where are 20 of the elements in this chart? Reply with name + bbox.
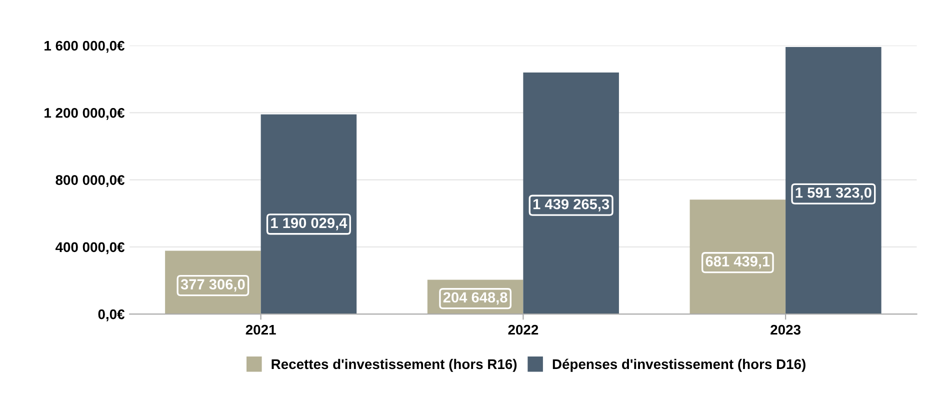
x-tick-label: 2021 — [246, 324, 276, 335]
data-label: 377 306,0 — [180, 279, 245, 292]
legend-label: Dépenses d'investissement (hors D16) — [552, 358, 806, 372]
data-label: 681 439,1 — [706, 256, 770, 269]
bar — [690, 200, 786, 314]
data-label: 1 591 323,0 — [796, 187, 872, 200]
y-tick-label: 400 000,0€ — [55, 242, 125, 254]
y-tick-label: 0,0€ — [98, 309, 125, 322]
y-tick-label: 1 600 000,0€ — [44, 40, 125, 53]
data-label: 204 648,8 — [443, 292, 508, 305]
y-tick-label: 800 000,0€ — [56, 175, 125, 187]
y-tick-label: 1 200 000,0€ — [44, 108, 125, 120]
data-label: 1 190 029,4 — [271, 218, 348, 230]
bar — [786, 46, 882, 314]
x-tick-label: 2022 — [508, 324, 538, 335]
bar — [260, 114, 357, 314]
data-label: 1 439 265,3 — [533, 198, 610, 212]
bar — [523, 72, 619, 314]
legend-label: Recettes d'investissement (hors R16) — [272, 358, 517, 372]
x-tick-label: 2023 — [770, 324, 801, 335]
